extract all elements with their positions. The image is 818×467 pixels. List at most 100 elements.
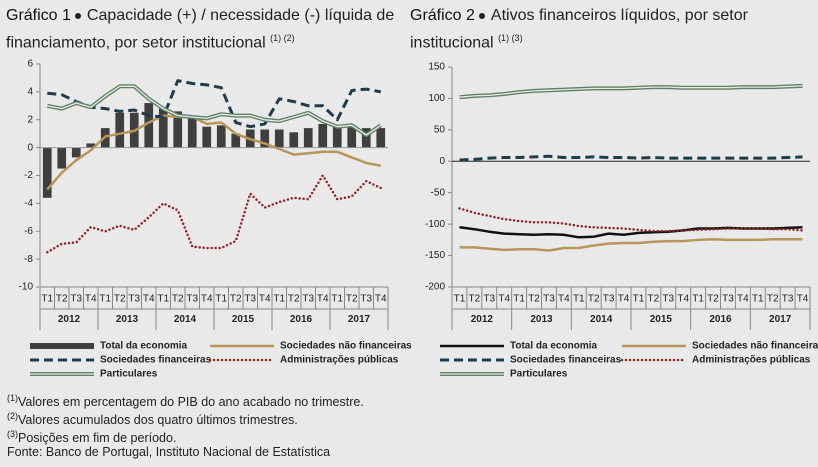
footnote: (1)Valores em percentagem do PIB do ano … bbox=[7, 390, 364, 411]
x-tick-label: T4 bbox=[498, 294, 510, 305]
x-tick-label: T2 bbox=[288, 294, 300, 305]
x-tick-label: T1 bbox=[513, 294, 525, 305]
year-label: 2016 bbox=[290, 314, 313, 325]
footnote-ref: (1) bbox=[7, 393, 18, 403]
x-tick-label: T4 bbox=[317, 294, 329, 305]
x-tick-label: T3 bbox=[603, 294, 615, 305]
x-tick-label: T4 bbox=[558, 294, 570, 305]
chart-title-block: Gráfico 1 Capacidade (+) / necessidade (-… bbox=[6, 4, 398, 54]
footnote-ref: (2) bbox=[7, 411, 18, 421]
x-tick-label: T1 bbox=[454, 294, 466, 305]
x-tick-label: T4 bbox=[677, 294, 689, 305]
legend-swatch bbox=[30, 343, 94, 349]
x-tick-label: T3 bbox=[70, 294, 82, 305]
year-label: 2014 bbox=[590, 314, 613, 325]
bar bbox=[71, 147, 81, 158]
x-tick-label: T2 bbox=[469, 294, 481, 305]
x-tick-label: T2 bbox=[346, 294, 358, 305]
legend-label: Sociedades financeiras bbox=[510, 355, 622, 366]
bar bbox=[260, 129, 270, 148]
x-tick-label: T3 bbox=[360, 294, 372, 305]
y-tick-label: -4 bbox=[24, 198, 33, 209]
bar bbox=[115, 112, 125, 148]
year-label: 2013 bbox=[530, 314, 553, 325]
legend-label: Particulares bbox=[510, 369, 568, 380]
y-tick-label: 100 bbox=[428, 93, 445, 104]
x-tick-label: T1 bbox=[573, 294, 585, 305]
series-line bbox=[46, 114, 382, 191]
chart-title-block: Gráfico 2 Ativos financeiros líquidos, po… bbox=[410, 4, 810, 54]
year-label: 2012 bbox=[58, 314, 81, 325]
bar bbox=[376, 128, 386, 148]
y-tick-label: 4 bbox=[27, 87, 33, 98]
y-tick-label: 0 bbox=[439, 156, 445, 167]
x-tick-label: T4 bbox=[797, 294, 809, 305]
bar bbox=[216, 125, 226, 148]
y-tick-label: 0 bbox=[27, 142, 33, 153]
x-tick-label: T1 bbox=[331, 294, 343, 305]
bar bbox=[86, 143, 96, 148]
x-tick-label: T1 bbox=[157, 294, 169, 305]
footnote-text: Valores em percentagem do PIB do ano aca… bbox=[18, 395, 364, 410]
footnote-ref: (3) bbox=[7, 429, 18, 439]
x-tick-label: T2 bbox=[707, 294, 719, 305]
bar bbox=[173, 111, 183, 148]
x-tick-label: T4 bbox=[618, 294, 630, 305]
bullet bbox=[74, 12, 81, 19]
year-label: 2013 bbox=[116, 314, 139, 325]
y-tick-label: 2 bbox=[27, 114, 33, 125]
x-tick-label: T2 bbox=[767, 294, 779, 305]
y-tick-label: 6 bbox=[27, 59, 33, 70]
series-line bbox=[458, 207, 804, 233]
footnote-text: Posições em fim de período. bbox=[18, 431, 177, 446]
x-tick-label: T2 bbox=[172, 294, 184, 305]
y-tick-label: -8 bbox=[24, 254, 33, 265]
footnote: (3)Posições em fim de período. bbox=[7, 426, 176, 447]
chart-subtitle: Capacidade (+) / necessidade (-) líquida… bbox=[6, 7, 395, 52]
source: Fonte: Banco de Portugal, Instituto Naci… bbox=[7, 445, 331, 459]
bar bbox=[303, 128, 313, 148]
y-tick-label: -50 bbox=[431, 187, 446, 198]
x-tick-label: T3 bbox=[244, 294, 256, 305]
legend-label: Particulares bbox=[100, 369, 158, 380]
x-tick-label: T4 bbox=[737, 294, 749, 305]
line-highlight bbox=[47, 85, 382, 136]
bar bbox=[158, 108, 168, 148]
x-tick-label: T3 bbox=[186, 294, 198, 305]
year-label: 2014 bbox=[174, 314, 197, 325]
y-tick-label: -6 bbox=[24, 226, 33, 237]
footnote-text: Valores acumulados dos quatro últimos tr… bbox=[18, 413, 298, 428]
x-tick-label: T4 bbox=[85, 294, 97, 305]
chart-title: Gráfico 1 bbox=[6, 7, 71, 24]
x-tick-label: T2 bbox=[230, 294, 242, 305]
bar bbox=[332, 125, 342, 148]
series-line bbox=[46, 84, 382, 138]
chart-subtitle: Ativos financeiros líquidos, por setor i… bbox=[410, 7, 748, 52]
x-tick-label: T1 bbox=[273, 294, 285, 305]
x-tick-label: T1 bbox=[215, 294, 227, 305]
x-tick-label: T3 bbox=[128, 294, 140, 305]
legend-label: Total da economia bbox=[510, 341, 597, 352]
x-tick-label: T3 bbox=[782, 294, 794, 305]
x-tick-label: T1 bbox=[692, 294, 704, 305]
year-label: 2017 bbox=[769, 314, 792, 325]
footnote: (2)Valores acumulados dos quatro últimos… bbox=[7, 408, 298, 429]
legend-label: Administrações públicas bbox=[280, 355, 399, 366]
x-tick-label: T2 bbox=[56, 294, 68, 305]
series-line bbox=[459, 154, 803, 162]
x-tick-label: T2 bbox=[648, 294, 660, 305]
x-tick-label: T4 bbox=[259, 294, 271, 305]
y-tick-label: 50 bbox=[434, 124, 446, 135]
legend-label: Sociedades não financeiras bbox=[692, 341, 818, 352]
x-tick-label: T3 bbox=[483, 294, 495, 305]
x-tick-label: T3 bbox=[722, 294, 734, 305]
x-tick-label: T4 bbox=[375, 294, 387, 305]
x-tick-label: T2 bbox=[114, 294, 126, 305]
series-line bbox=[459, 226, 803, 239]
legend-label: Sociedades não financeiras bbox=[280, 341, 412, 352]
bar bbox=[57, 147, 67, 169]
x-tick-label: T2 bbox=[588, 294, 600, 305]
y-tick-label: -2 bbox=[24, 170, 33, 181]
year-label: 2015 bbox=[650, 314, 673, 325]
